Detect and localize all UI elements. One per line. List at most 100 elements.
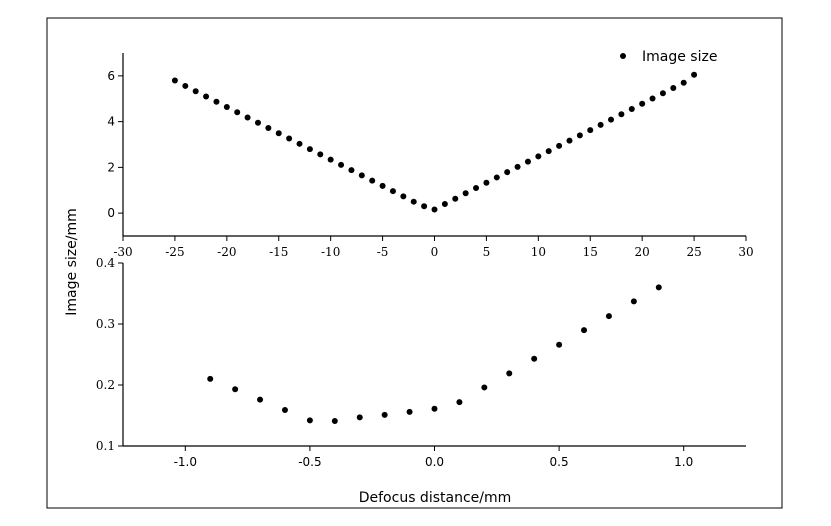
- data-point: [207, 375, 214, 382]
- data-point: [456, 399, 463, 406]
- x-tick-label: 10: [531, 245, 546, 259]
- y-tick-label: 0: [107, 206, 115, 220]
- data-point: [369, 177, 376, 184]
- y-tick-label: 0.3: [96, 317, 115, 331]
- data-point: [232, 386, 239, 393]
- data-point: [556, 341, 563, 348]
- x-tick-label: -5: [377, 245, 389, 259]
- data-point: [535, 153, 542, 160]
- legend-marker: [620, 53, 626, 59]
- x-tick-label: -25: [165, 245, 184, 259]
- data-point: [608, 116, 615, 123]
- data-point: [514, 163, 521, 170]
- data-point: [265, 125, 272, 132]
- x-tick-label: 1.0: [674, 455, 693, 469]
- data-point: [483, 179, 490, 186]
- data-point: [254, 119, 261, 126]
- figure-frame: [46, 17, 783, 509]
- x-tick-label: 0.5: [550, 455, 569, 469]
- data-point: [358, 172, 365, 179]
- data-point: [504, 169, 511, 176]
- data-point: [452, 195, 459, 202]
- data-point: [545, 148, 552, 155]
- x-axis-label: Defocus distance/mm: [359, 490, 512, 506]
- y-tick-label: 0.2: [96, 378, 115, 392]
- top-panel: -30 -25 -20 -15 -10 -5 0 5 10 15 20 25 30 0 2 4 6: [107, 53, 754, 259]
- data-point: [630, 298, 637, 305]
- data-point: [331, 417, 338, 424]
- x-tick-label: -30: [113, 245, 132, 259]
- data-point: [597, 121, 604, 128]
- data-point: [223, 103, 230, 110]
- data-point: [659, 90, 666, 97]
- data-point: [649, 95, 656, 102]
- x-tick-label: -10: [321, 245, 340, 259]
- data-point: [524, 158, 531, 165]
- data-point: [431, 405, 438, 412]
- x-tick-label: -1.0: [174, 455, 197, 469]
- data-point: [171, 77, 178, 84]
- data-point: [379, 182, 386, 189]
- data-point: [275, 130, 282, 137]
- data-point: [381, 411, 388, 418]
- data-point: [421, 203, 428, 210]
- data-point: [244, 114, 251, 121]
- data-point: [680, 79, 687, 86]
- data-point: [182, 82, 189, 89]
- y-axis-label: Image size/mm: [64, 208, 80, 315]
- x-tick-label: 20: [635, 245, 650, 259]
- x-tick-label: -15: [269, 245, 288, 259]
- x-tick-label: 0.0: [425, 455, 444, 469]
- y-tick-label: 0.4: [96, 256, 115, 270]
- data-point: [257, 396, 264, 403]
- data-point: [348, 167, 355, 174]
- x-tick-label: 25: [686, 245, 701, 259]
- data-point: [531, 355, 538, 362]
- data-point: [306, 146, 313, 153]
- data-point: [670, 84, 677, 91]
- legend: Image size: [620, 49, 717, 65]
- data-point: [306, 417, 313, 424]
- data-point: [213, 98, 220, 105]
- x-tick-label: 15: [583, 245, 598, 259]
- data-point: [587, 127, 594, 134]
- data-point: [576, 132, 583, 139]
- data-point: [234, 109, 241, 116]
- data-point: [281, 407, 288, 414]
- legend-label: Image size: [642, 49, 717, 65]
- y-tick-label: 2: [107, 160, 115, 174]
- data-point: [605, 313, 612, 320]
- x-tick-label: 0: [431, 245, 439, 259]
- data-point: [327, 156, 334, 163]
- data-point: [493, 174, 500, 181]
- data-point: [317, 151, 324, 158]
- data-point: [639, 100, 646, 107]
- data-point: [581, 327, 588, 334]
- data-point: [566, 137, 573, 144]
- x-tick-label: -20: [217, 245, 236, 259]
- data-point: [389, 188, 396, 195]
- data-point: [286, 135, 293, 142]
- data-point: [192, 88, 199, 95]
- data-point: [406, 408, 413, 415]
- data-point: [691, 71, 698, 78]
- data-point: [296, 140, 303, 147]
- data-point: [628, 106, 635, 113]
- data-point: [462, 190, 469, 197]
- y-tick-label: 6: [107, 69, 115, 83]
- data-point: [473, 184, 480, 191]
- data-point: [356, 414, 363, 421]
- x-tick-label: 30: [738, 245, 753, 259]
- data-point: [400, 193, 407, 200]
- data-point: [338, 161, 345, 168]
- data-point: [506, 370, 513, 377]
- data-point: [410, 198, 417, 205]
- y-tick-label: 4: [107, 115, 115, 129]
- data-point: [618, 111, 625, 118]
- y-tick-label: 0.1: [96, 439, 115, 453]
- data-point: [481, 384, 488, 391]
- data-point: [431, 206, 438, 213]
- bottom-panel: -1.0 -0.5 0.0 0.5 1.0 0.1 0.2 0.3 0.4: [96, 256, 746, 469]
- x-tick-label: 5: [483, 245, 491, 259]
